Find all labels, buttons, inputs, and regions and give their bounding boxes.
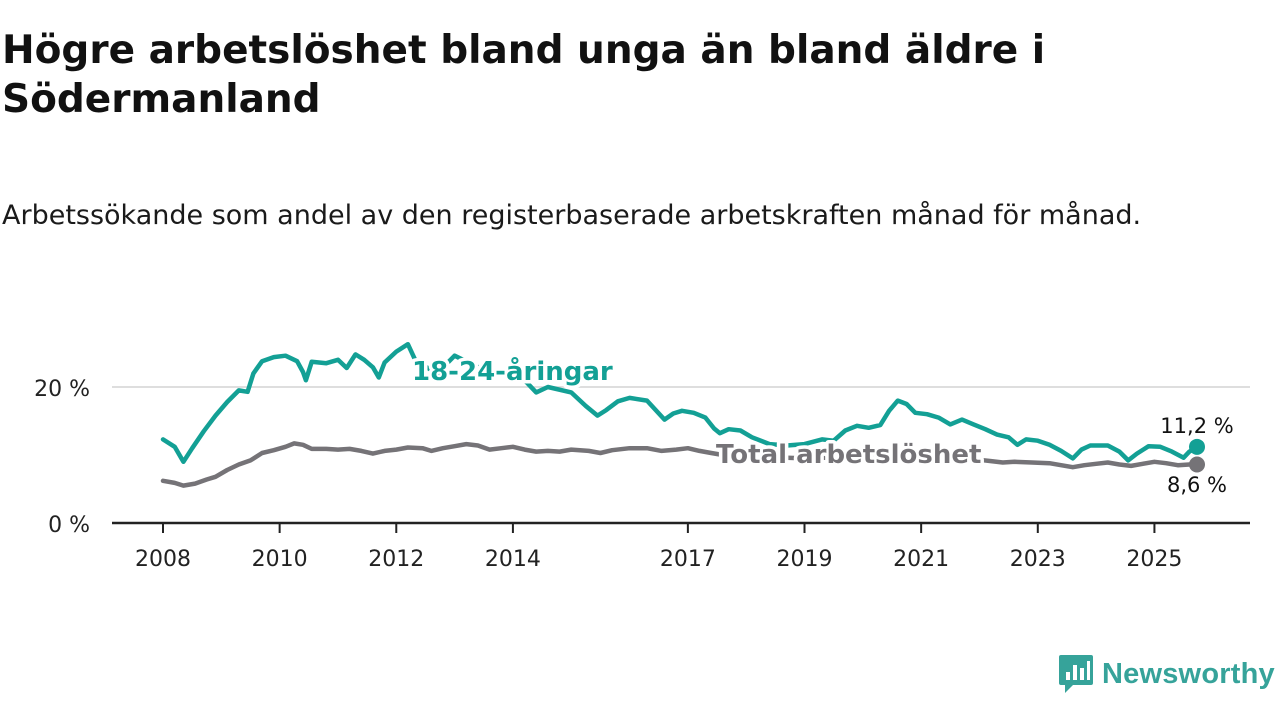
x-tick-label: 2019 [777,547,833,572]
line-chart: 0 % 20 % 2008 2010 2012 2014 2017 2019 2021 2023 2… [34,341,1250,572]
y-tick-label: 0 % [48,513,90,538]
x-tick-label: 2008 [135,547,191,572]
series-line-total [160,441,1200,488]
newsworthy-logo-icon [1059,655,1093,693]
x-tick-label: 2021 [893,547,949,572]
series-layer [160,341,1205,488]
x-tick-label: 2014 [485,547,541,572]
end-value-label-total: 8,6 % [1167,473,1227,497]
series-end-point-total [1189,456,1205,473]
brand-logo: Newsworthy [1058,652,1275,696]
label-layer: 18-24-åringar Total arbetslöshet 11,2 % 8,6… [409,352,1234,498]
series-label-youth: 18-24-åringar [412,355,613,387]
x-tick-label: 2017 [660,547,716,572]
series-line-youth [160,341,1200,465]
chart-subtitle: Arbetssökande som andel av den registerb… [2,200,1142,231]
x-tick-label: 2012 [368,547,424,572]
series-label-total: Total arbetslöshet [716,440,981,470]
x-tick-label: 2023 [1010,547,1066,572]
chart-title: Högre arbetslöshet bland unga än bland ä… [2,28,1046,122]
brand-name: Newsworthy [1102,657,1275,690]
series-end-point-youth [1189,438,1205,455]
axis-layer: 0 % 20 % 2008 2010 2012 2014 2017 2019 2021 2023 2… [34,377,1250,572]
y-tick-label: 20 % [34,377,90,402]
end-value-label-youth: 11,2 % [1160,414,1233,438]
x-tick-label: 2010 [252,547,308,572]
x-tick-label: 2025 [1126,547,1182,572]
